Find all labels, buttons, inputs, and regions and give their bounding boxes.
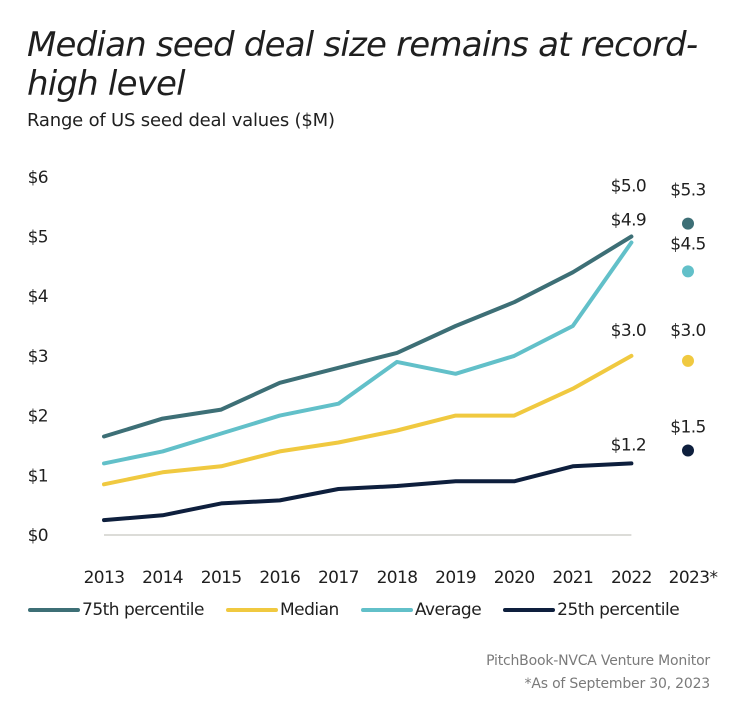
line-75th-percentile <box>102 234 634 439</box>
x-tick-label: 2015 <box>201 568 242 588</box>
y-tick-label: $0 <box>28 526 48 546</box>
x-axis-ticks: 2013 2014 2015 2016 2017 2018 2019 2020 2021 2022… <box>84 568 719 588</box>
chart-subtitle: Range of US seed deal values ($M) <box>27 110 335 131</box>
x-tick-label: 2018 <box>377 568 418 588</box>
legend-swatch-25th <box>503 608 556 612</box>
line-25th-percentile <box>102 461 634 523</box>
legend-item-75th: 75th percentile <box>28 600 205 620</box>
x-tick-label: 2021 <box>552 568 593 588</box>
legend-swatch-median <box>226 608 278 612</box>
x-tick-label: 2013 <box>84 568 125 588</box>
point-2023-median <box>682 354 694 367</box>
data-label-median-2023: $3.0 <box>670 321 705 341</box>
data-label-25th-percentile-2023: $1.5 <box>670 417 705 437</box>
data-labels: $5.0 $4.9 $3.0 $1.2 $5.3 $4.5 $3.0 $1.5 <box>611 177 707 456</box>
x-tick-label: 2014 <box>142 568 183 588</box>
data-label-average-2022: $4.9 <box>611 210 646 230</box>
legend-label-median: Median <box>280 600 339 620</box>
legend-swatch-75th <box>28 608 80 612</box>
y-tick-label: $6 <box>28 168 48 188</box>
line-average <box>102 240 634 466</box>
y-tick-label: $1 <box>28 466 48 486</box>
y-tick-label: $4 <box>28 287 48 307</box>
series-lines <box>102 234 634 523</box>
x-tick-label: 2019 <box>435 568 476 588</box>
legend-item-median: Median <box>226 600 339 620</box>
point-2023-25th-percentile <box>682 444 694 457</box>
source-text: PitchBook-NVCA Venture Monitor <box>486 653 710 669</box>
x-tick-label: 2023* <box>669 568 718 588</box>
legend-label-75th: 75th percentile <box>82 600 205 620</box>
point-2023-average <box>682 265 694 278</box>
data-label-average-2023: $4.5 <box>670 234 705 254</box>
legend-item-25th: 25th percentile <box>503 600 680 620</box>
chart-legend: 75th percentile Median Average 25th perc… <box>28 600 680 620</box>
x-tick-label: 2017 <box>318 568 359 588</box>
y-axis-ticks: $0 $1 $2 $3 $4 $5 $6 <box>28 168 49 546</box>
chart-title: Median seed deal size remains at record-… <box>27 25 698 104</box>
legend-swatch-average <box>360 608 413 612</box>
line-median <box>102 353 634 487</box>
footnote-text: *As of September 30, 2023 <box>524 676 711 692</box>
data-label-75th-percentile-2023: $5.3 <box>670 181 705 201</box>
point-2023-75th-percentile <box>682 217 694 230</box>
legend-label-25th: 25th percentile <box>557 600 680 620</box>
x-tick-label: 2022 <box>611 568 652 588</box>
data-label-median-2022: $3.0 <box>611 321 646 341</box>
legend-label-average: Average <box>414 600 482 620</box>
y-tick-label: $2 <box>28 407 48 427</box>
data-label-25th-percentile-2022: $1.2 <box>611 435 646 455</box>
source-note: PitchBook-NVCA Venture Monitor *As of Se… <box>486 650 710 696</box>
x-tick-label: 2020 <box>494 568 535 588</box>
data-label-75th-percentile-2022: $5.0 <box>611 177 646 197</box>
y-tick-label: $5 <box>28 228 48 248</box>
legend-item-average: Average <box>360 600 482 620</box>
y-tick-label: $3 <box>28 347 48 367</box>
x-tick-label: 2016 <box>259 568 300 588</box>
series-2023-points <box>682 217 694 457</box>
